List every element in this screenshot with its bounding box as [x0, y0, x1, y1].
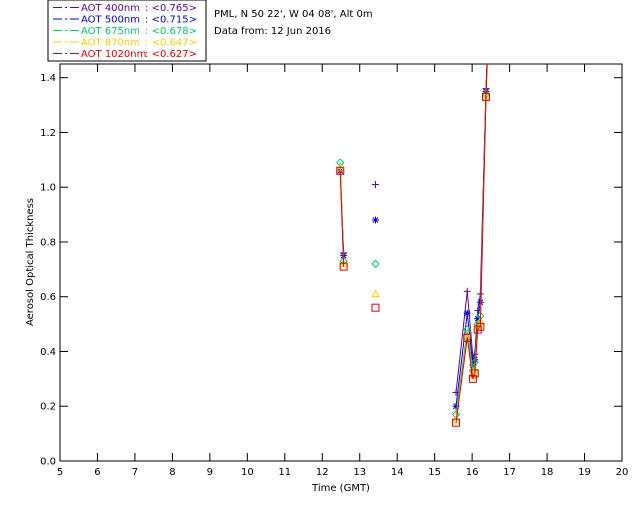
y-tick-label: 1.2 [40, 128, 56, 139]
legend-mean: : <0.647> [145, 38, 197, 49]
x-tick-label: 11 [278, 467, 291, 478]
legend-mean: : <0.765> [145, 3, 197, 14]
legend-label: AOT 500nm [81, 15, 140, 26]
y-tick-label: 0.2 [40, 402, 56, 413]
site-info: PML, N 50 22', W 04 08', Alt 0m [214, 9, 373, 20]
data-point-asterisk [464, 310, 471, 317]
x-tick-label: 17 [503, 467, 516, 478]
x-tick-label: 20 [616, 467, 629, 478]
legend-mean-value: <0.715> [152, 15, 197, 26]
x-tick-label: 10 [241, 467, 254, 478]
legend-mean: : <0.678> [145, 26, 197, 37]
x-tick-label: 14 [391, 467, 404, 478]
y-tick-label: 0.4 [40, 347, 56, 358]
x-tick-label: 16 [466, 467, 479, 478]
x-tick-label: 8 [169, 467, 175, 478]
legend-label: AOT 870nm [81, 38, 140, 49]
legend-label: AOT 400nm [81, 3, 140, 14]
legend-label: AOT 1020nm [81, 49, 146, 60]
legend-mean: : <0.715> [145, 15, 197, 26]
data-point-asterisk [372, 217, 379, 224]
legend-mean-value: <0.678> [152, 26, 197, 37]
legend-mean-value: <0.627> [152, 49, 197, 60]
y-tick-label: 0.6 [40, 292, 56, 303]
legend-mean-value: <0.765> [152, 3, 197, 14]
legend: AOT 400nm : <0.765> AOT 500nm : <0.715> AOT … [48, 0, 206, 61]
y-tick-label: 0.8 [40, 237, 56, 248]
x-tick-label: 7 [132, 467, 138, 478]
x-tick-label: 5 [57, 467, 63, 478]
x-tick-label: 15 [428, 467, 441, 478]
legend-mean-value: <0.647> [152, 38, 197, 49]
x-axis-title: Time (GMT) [311, 483, 370, 494]
legend-label: AOT 675nm [81, 26, 140, 37]
x-tick-label: 13 [353, 467, 366, 478]
x-tick-label: 6 [94, 467, 100, 478]
y-tick-label: 1.0 [40, 183, 56, 194]
x-tick-label: 12 [316, 467, 329, 478]
y-tick-label: 0.0 [40, 457, 56, 468]
x-tick-label: 18 [541, 467, 554, 478]
x-tick-label: 19 [578, 467, 591, 478]
legend-mean: : <0.627> [145, 49, 197, 60]
date-info: Data from: 12 Jun 2016 [214, 26, 331, 37]
y-tick-label: 1.4 [40, 73, 56, 84]
x-tick-label: 9 [207, 467, 213, 478]
y-axis-title: Aerosol Optical Thickness [25, 198, 36, 326]
